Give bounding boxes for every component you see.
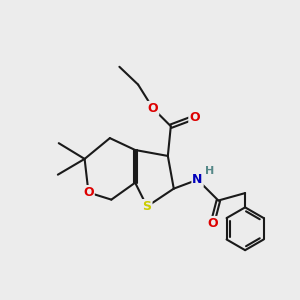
Text: O: O bbox=[207, 217, 218, 230]
Text: H: H bbox=[206, 167, 215, 176]
Text: N: N bbox=[192, 173, 203, 186]
Text: O: O bbox=[148, 102, 158, 115]
Text: O: O bbox=[83, 186, 94, 199]
Text: S: S bbox=[142, 200, 152, 213]
Text: O: O bbox=[189, 111, 200, 124]
